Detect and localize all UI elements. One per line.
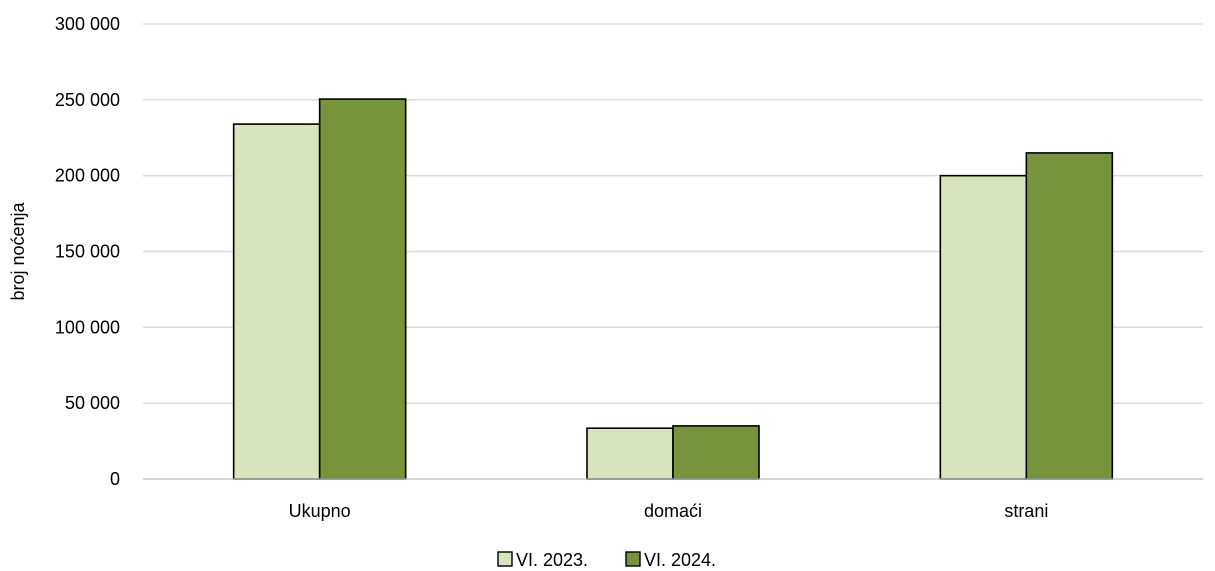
y-tick-label: 50 000: [65, 393, 120, 413]
x-category-label: domaći: [644, 501, 702, 521]
bar-series2-1: [672, 425, 760, 480]
legend-label: VI. 2024.: [644, 550, 716, 570]
y-axis-title: broj noćenja: [8, 201, 28, 300]
legend: VI. 2023. VI. 2024.: [497, 550, 716, 570]
legend-label: VI. 2023.: [516, 550, 588, 570]
legend-swatch: [625, 551, 641, 567]
bar-series1-2: [939, 174, 1028, 480]
x-category-label: strani: [1004, 501, 1048, 521]
y-tick-label: 200 000: [55, 166, 120, 186]
y-tick-label: 100 000: [55, 317, 120, 337]
y-tick-label: 0: [110, 469, 120, 489]
bar-series2-0: [318, 98, 407, 480]
y-tick-label: 150 000: [55, 242, 120, 262]
legend-swatch: [497, 551, 513, 567]
bars: [232, 98, 1114, 480]
y-tick-label: 300 000: [55, 14, 120, 34]
x-axis-category-labels: Ukupno domaći strani: [289, 501, 1049, 521]
bar-series1-0: [232, 123, 321, 480]
y-tick-label: 250 000: [55, 90, 120, 110]
bar-series1-1: [586, 427, 674, 480]
x-category-label: Ukupno: [289, 501, 351, 521]
y-axis-tick-labels: 0 50 000 100 000 150 000 200 000 250 000 300 0…: [55, 14, 120, 489]
bar-series2-2: [1025, 152, 1114, 480]
